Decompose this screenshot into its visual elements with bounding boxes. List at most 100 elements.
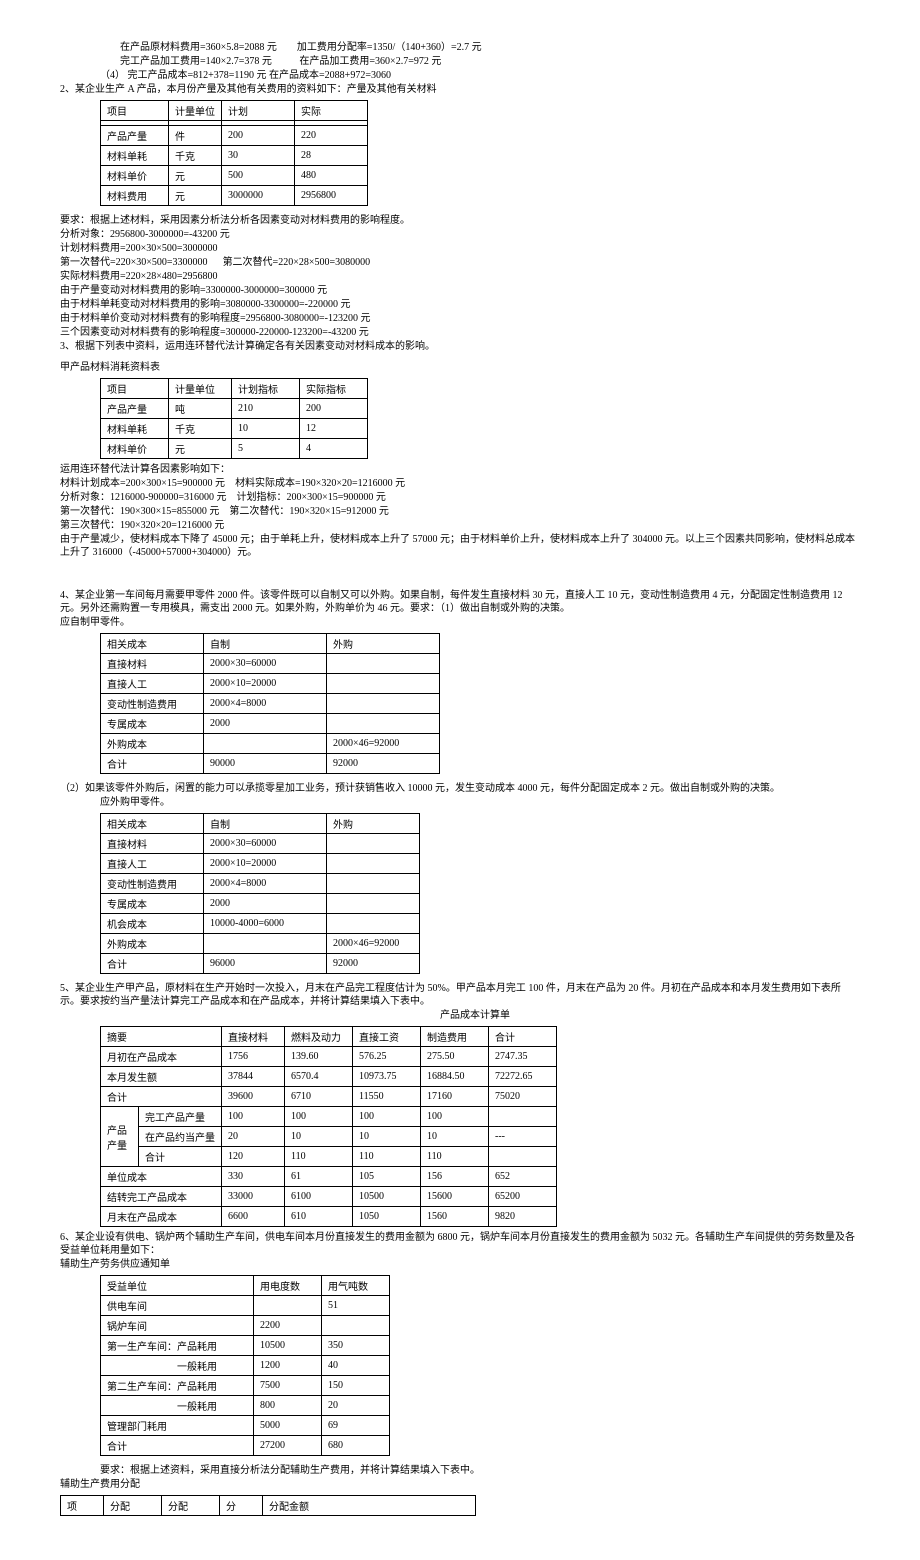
cell: 在产品约当产量: [139, 1127, 222, 1147]
cell: [254, 1296, 322, 1316]
cell: 210: [232, 399, 300, 419]
cell: 2000×30=60000: [204, 654, 327, 674]
cell: 7500: [254, 1376, 322, 1396]
cell: 材料单价: [101, 439, 169, 459]
cell: [489, 1107, 557, 1127]
text: 分析对象：1216000-900000=316000 元: [60, 492, 226, 503]
cell: 72272.65: [489, 1067, 557, 1087]
cell: [327, 914, 420, 934]
text: 由于材料单价变动对材料费有的影响程度=2956800-3080000=-1232…: [60, 312, 860, 325]
text: 要求：根据上述材料，采用因素分析法分析各因素变动对材料费用的影响程度。: [60, 214, 860, 227]
cell: 产品产量: [101, 126, 169, 146]
cell: 材料单耗: [101, 146, 169, 166]
cell: 第二生产车间：产品耗用: [101, 1376, 254, 1396]
cell: 100: [421, 1107, 489, 1127]
text: 第三次替代：190×320×20=1216000 元: [60, 519, 860, 532]
cell: [327, 894, 420, 914]
cell: 75020: [489, 1087, 557, 1107]
cell: 17160: [421, 1087, 489, 1107]
cell: 合计: [139, 1147, 222, 1167]
cell: 10500: [254, 1336, 322, 1356]
cell: 实际指标: [300, 379, 368, 399]
cell: 材料单价: [101, 166, 169, 186]
cell: 96000: [204, 954, 327, 974]
cell: 51: [322, 1296, 390, 1316]
cell: 千克: [169, 146, 222, 166]
cell: 实际: [295, 101, 368, 121]
cell: 2000×4=8000: [204, 874, 327, 894]
line: 在产品加工费用=360×2.7=972 元: [299, 56, 441, 67]
cell: 28: [295, 146, 368, 166]
cell: 11550: [353, 1087, 421, 1107]
cell: 计量单位: [169, 101, 222, 121]
cell: 项目: [101, 101, 169, 121]
question-4: 4、某企业第一车间每月需要甲零件 2000 件。该零件既可以自制又可以外购。如果…: [60, 589, 860, 615]
cell: 39600: [222, 1087, 285, 1107]
cell: 20: [322, 1396, 390, 1416]
table-2: 项目计量单位计划指标实际指标 产品产量吨210200 材料单耗千克1012 材料…: [100, 378, 368, 459]
cell: [327, 874, 420, 894]
cell: 合计: [101, 954, 204, 974]
cell: 275.50: [421, 1047, 489, 1067]
cell: 外购: [327, 634, 440, 654]
cell: 变动性制造费用: [101, 694, 204, 714]
cell: 2000×30=60000: [204, 834, 327, 854]
cell: 350: [322, 1336, 390, 1356]
cell: 摘要: [101, 1027, 222, 1047]
table-title: 辅助生产劳务供应通知单: [60, 1258, 860, 1271]
cell: 一般耗用: [101, 1356, 254, 1376]
cell: 专属成本: [101, 714, 204, 734]
cell: 100: [285, 1107, 353, 1127]
table-title: 产品成本计算单: [440, 1009, 510, 1022]
cell: 月初在产品成本: [101, 1047, 222, 1067]
cell: 第一生产车间：产品耗用: [101, 1336, 254, 1356]
cell: 220: [295, 126, 368, 146]
cell: 用气吨数: [322, 1276, 390, 1296]
cell: 直接人工: [101, 854, 204, 874]
cell: 6710: [285, 1087, 353, 1107]
cell: 110: [285, 1147, 353, 1167]
cell: [327, 654, 440, 674]
answer: 应自制甲零件。: [60, 616, 860, 629]
table-4: 相关成本自制外购 直接材料2000×30=60000 直接人工2000×10=2…: [100, 813, 420, 974]
cell: 30: [222, 146, 295, 166]
cell: [327, 854, 420, 874]
line: 完工产品加工费用=140×2.7=378 元: [120, 56, 272, 67]
cell: 10000-4000=6000: [204, 914, 327, 934]
cell: 2200: [254, 1316, 322, 1336]
cell: 5: [232, 439, 300, 459]
cell: 直接材料: [101, 834, 204, 854]
cell: 产品产量: [101, 1107, 139, 1167]
cell: 计量单位: [169, 379, 232, 399]
cell: 管理部门耗用: [101, 1416, 254, 1436]
table-5: 摘要 直接材料 燃料及动力 直接工资 制造费用 合计 月初在产品成本175613…: [100, 1026, 557, 1227]
cell: 件: [169, 126, 222, 146]
cell: 外购成本: [101, 734, 204, 754]
cell: 610: [285, 1207, 353, 1227]
cell: 直接材料: [222, 1027, 285, 1047]
cell: [327, 834, 420, 854]
text: 第一次替代=220×30×500=3300000: [60, 257, 208, 268]
cell: 产品产量: [101, 399, 169, 419]
cell: 材料费用: [101, 186, 169, 206]
cell: 6100: [285, 1187, 353, 1207]
table-6: 受益单位用电度数用气吨数 供电车间51 锅炉车间2200 第一生产车间：产品耗用…: [100, 1275, 390, 1456]
cell: 15600: [421, 1187, 489, 1207]
cell: 材料单耗: [101, 419, 169, 439]
cell: 200: [222, 126, 295, 146]
cell: 燃料及动力: [285, 1027, 353, 1047]
text: 分析对象：2956800-3000000=-43200 元: [60, 228, 860, 241]
cell: [327, 714, 440, 734]
text: 第一次替代：190×300×15=855000 元: [60, 506, 219, 517]
cell: 37844: [222, 1067, 285, 1087]
text: 材料计划成本=200×300×15=900000 元: [60, 478, 225, 489]
text: 实际材料费用=220×28×480=2956800: [60, 270, 860, 283]
cell: 480: [295, 166, 368, 186]
cell: [327, 674, 440, 694]
text: 由于材料单耗变动对材料费用的影响=3080000-3300000=-220000…: [60, 298, 860, 311]
line: （4） 完工产品成本=812+378=1190 元 在产品成本=2088+972…: [100, 69, 860, 82]
cell: 2000: [204, 714, 327, 734]
cell: 吨: [169, 399, 232, 419]
cell: 680: [322, 1436, 390, 1456]
cell: 10973.75: [353, 1067, 421, 1087]
